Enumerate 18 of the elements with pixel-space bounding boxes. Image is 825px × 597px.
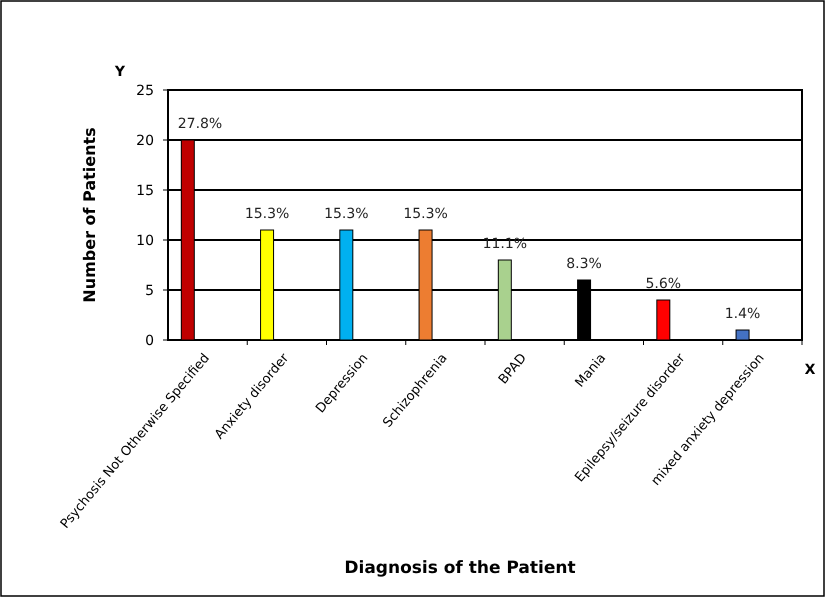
annotation: 27.8% bbox=[178, 116, 222, 132]
y-tick-label: 5 bbox=[145, 283, 154, 299]
annotation: 15.3% bbox=[403, 206, 448, 222]
annotation: 15.3% bbox=[244, 206, 290, 222]
x-axis-title: Diagnosis of the Patient bbox=[344, 558, 576, 578]
y-tick-label: 25 bbox=[136, 83, 154, 99]
y-tick-label: 10 bbox=[136, 233, 154, 249]
annotation: 8.3% bbox=[566, 256, 602, 272]
y-tick-label: 20 bbox=[136, 133, 154, 149]
y-axis-title: Number of Patients bbox=[80, 127, 99, 303]
text: X bbox=[804, 362, 816, 378]
annotation: 1.4% bbox=[724, 306, 760, 322]
annotation: 15.3% bbox=[324, 206, 369, 222]
y-tick-label: 15 bbox=[136, 183, 154, 199]
annotation: 11.1% bbox=[482, 236, 528, 252]
y-tick-label: 0 bbox=[145, 333, 154, 349]
annotation: 5.6% bbox=[646, 276, 682, 292]
text: Y bbox=[114, 64, 126, 80]
